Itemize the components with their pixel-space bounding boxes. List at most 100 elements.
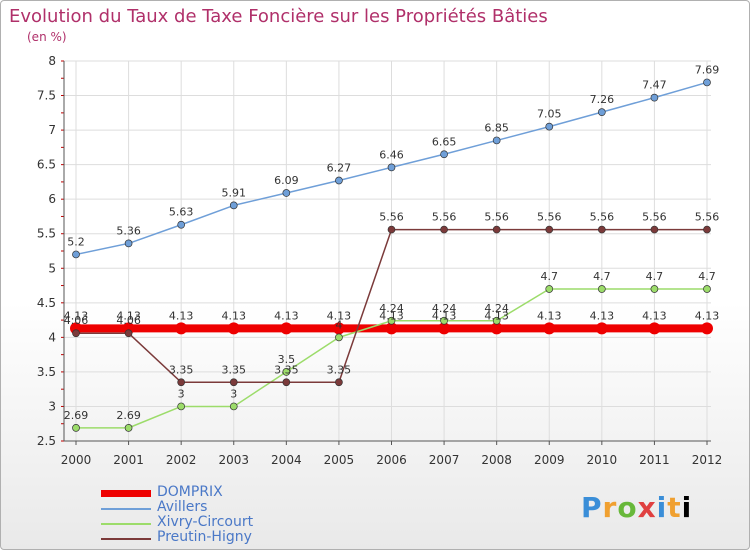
data-label-xivry-circourt: 3 — [230, 387, 237, 400]
legend-label: DOMPRIX — [157, 484, 223, 500]
data-point-avillers — [703, 78, 711, 87]
data-point-preutin-higny — [703, 225, 711, 234]
data-point-avillers — [72, 250, 80, 259]
data-label-preutin-higny: 5.56 — [379, 211, 404, 224]
data-point-preutin-higny — [124, 329, 133, 338]
legend: DOMPRIX Avillers Xivry-Circourt Preutin-Hig… — [101, 484, 401, 546]
data-label-preutin-higny: 5.56 — [484, 211, 509, 224]
data-label-avillers: 7.47 — [642, 79, 667, 92]
data-point-avillers — [282, 189, 291, 197]
legend-label: Xivry-Circourt — [157, 514, 254, 530]
data-point-preutin-higny — [440, 225, 448, 234]
data-label-xivry-circourt: 4.7 — [541, 270, 559, 283]
data-point-xivry-circourt — [282, 368, 291, 376]
data-label-domprix: 4.13 — [222, 309, 247, 322]
y-tick-label: 6 — [48, 192, 56, 206]
data-label-avillers: 5.91 — [222, 186, 247, 199]
data-point-domprix — [648, 322, 661, 335]
data-label-xivry-circourt: 2.69 — [64, 409, 89, 422]
data-label-preutin-higny: 5.56 — [642, 211, 667, 224]
y-tick-label: 3 — [48, 399, 56, 413]
data-point-avillers — [387, 163, 396, 172]
data-point-xivry-circourt — [177, 402, 186, 411]
data-label-preutin-higny: 4.06 — [64, 314, 89, 327]
data-label-domprix: 4.13 — [695, 309, 720, 322]
data-label-avillers: 6.27 — [327, 162, 352, 175]
data-point-preutin-higny — [650, 225, 659, 234]
legend-item: Xivry-Circourt — [101, 514, 401, 531]
data-label-preutin-higny: 5.56 — [537, 211, 562, 224]
legend-label: Preutin-Higny — [157, 529, 252, 545]
data-label-xivry-circourt: 4 — [335, 318, 342, 331]
y-tick-label: 7.5 — [37, 89, 56, 103]
data-label-xivry-circourt: 4.7 — [698, 270, 716, 283]
data-point-domprix — [332, 322, 345, 335]
data-point-xivry-circourt — [703, 285, 711, 293]
legend-swatch — [101, 490, 151, 497]
data-label-preutin-higny: 3.35 — [169, 363, 194, 376]
data-point-xivry-circourt — [440, 316, 448, 325]
logo-letter: i — [656, 491, 668, 524]
data-point-xivry-circourt — [545, 285, 554, 293]
data-point-avillers — [492, 136, 501, 145]
data-point-avillers — [440, 150, 448, 159]
data-label-domprix: 4.13 — [169, 309, 194, 322]
data-point-domprix — [543, 322, 556, 335]
data-point-domprix — [227, 322, 240, 335]
y-tick-label: 8 — [48, 54, 56, 68]
x-tick-label: 2010 — [587, 453, 618, 467]
legend-swatch — [101, 538, 151, 540]
data-label-avillers: 7.69 — [695, 63, 720, 76]
data-label-avillers: 5.36 — [116, 224, 141, 237]
data-label-avillers: 5.2 — [67, 235, 85, 248]
data-label-xivry-circourt: 3.5 — [278, 353, 296, 366]
logo-letter: r — [602, 491, 618, 524]
data-point-avillers — [545, 122, 554, 131]
logo-letter: P — [581, 491, 603, 524]
data-point-preutin-higny — [229, 378, 238, 387]
data-label-xivry-circourt: 4.24 — [484, 302, 509, 315]
data-label-avillers: 6.65 — [432, 135, 457, 148]
x-tick-label: 2002 — [166, 453, 197, 467]
data-label-avillers: 7.05 — [537, 108, 562, 121]
data-label-preutin-higny: 4.06 — [116, 314, 141, 327]
data-label-domprix: 4.13 — [64, 309, 89, 322]
data-point-domprix — [385, 322, 398, 335]
y-tick-label: 6.5 — [37, 158, 56, 172]
data-point-avillers — [229, 201, 238, 210]
x-tick-label: 2011 — [639, 453, 670, 467]
legend-label: Avillers — [157, 499, 208, 515]
data-point-xivry-circourt — [229, 402, 238, 411]
data-point-preutin-higny — [335, 378, 343, 387]
x-tick-label: 2007 — [429, 453, 460, 467]
data-point-preutin-higny — [72, 329, 80, 338]
legend-swatch — [101, 523, 151, 525]
data-point-avillers — [335, 176, 343, 185]
y-tick-label: 4 — [48, 330, 56, 344]
x-tick-label: 2006 — [376, 453, 407, 467]
data-point-preutin-higny — [282, 378, 291, 387]
data-label-domprix: 4.13 — [642, 309, 667, 322]
data-label-avillers: 7.26 — [590, 93, 615, 106]
data-point-preutin-higny — [545, 225, 554, 234]
data-point-xivry-circourt — [492, 316, 501, 325]
unit-label: (en %) — [27, 30, 67, 44]
y-tick-label: 7 — [48, 123, 56, 137]
data-point-avillers — [177, 220, 186, 229]
x-tick-label: 2005 — [324, 453, 355, 467]
x-tick-label: 2004 — [271, 453, 302, 467]
data-point-xivry-circourt — [650, 285, 659, 293]
data-label-preutin-higny: 3.35 — [274, 363, 299, 376]
data-point-xivry-circourt — [335, 333, 343, 342]
logo-letter: o — [617, 491, 638, 524]
x-tick-label: 2003 — [218, 453, 249, 467]
data-point-xivry-circourt — [72, 424, 80, 432]
data-point-domprix — [490, 322, 503, 335]
value-labels-layer: 4.13 4.13 4.13 4.13 4.13 4.13 4.13 4.13 4.13 4.13… — [64, 63, 720, 421]
x-tick-label: 2008 — [481, 453, 512, 467]
proxiti-logo: Proxiti — [581, 491, 692, 524]
data-label-xivry-circourt: 4.24 — [379, 302, 404, 315]
data-point-domprix — [175, 322, 188, 335]
